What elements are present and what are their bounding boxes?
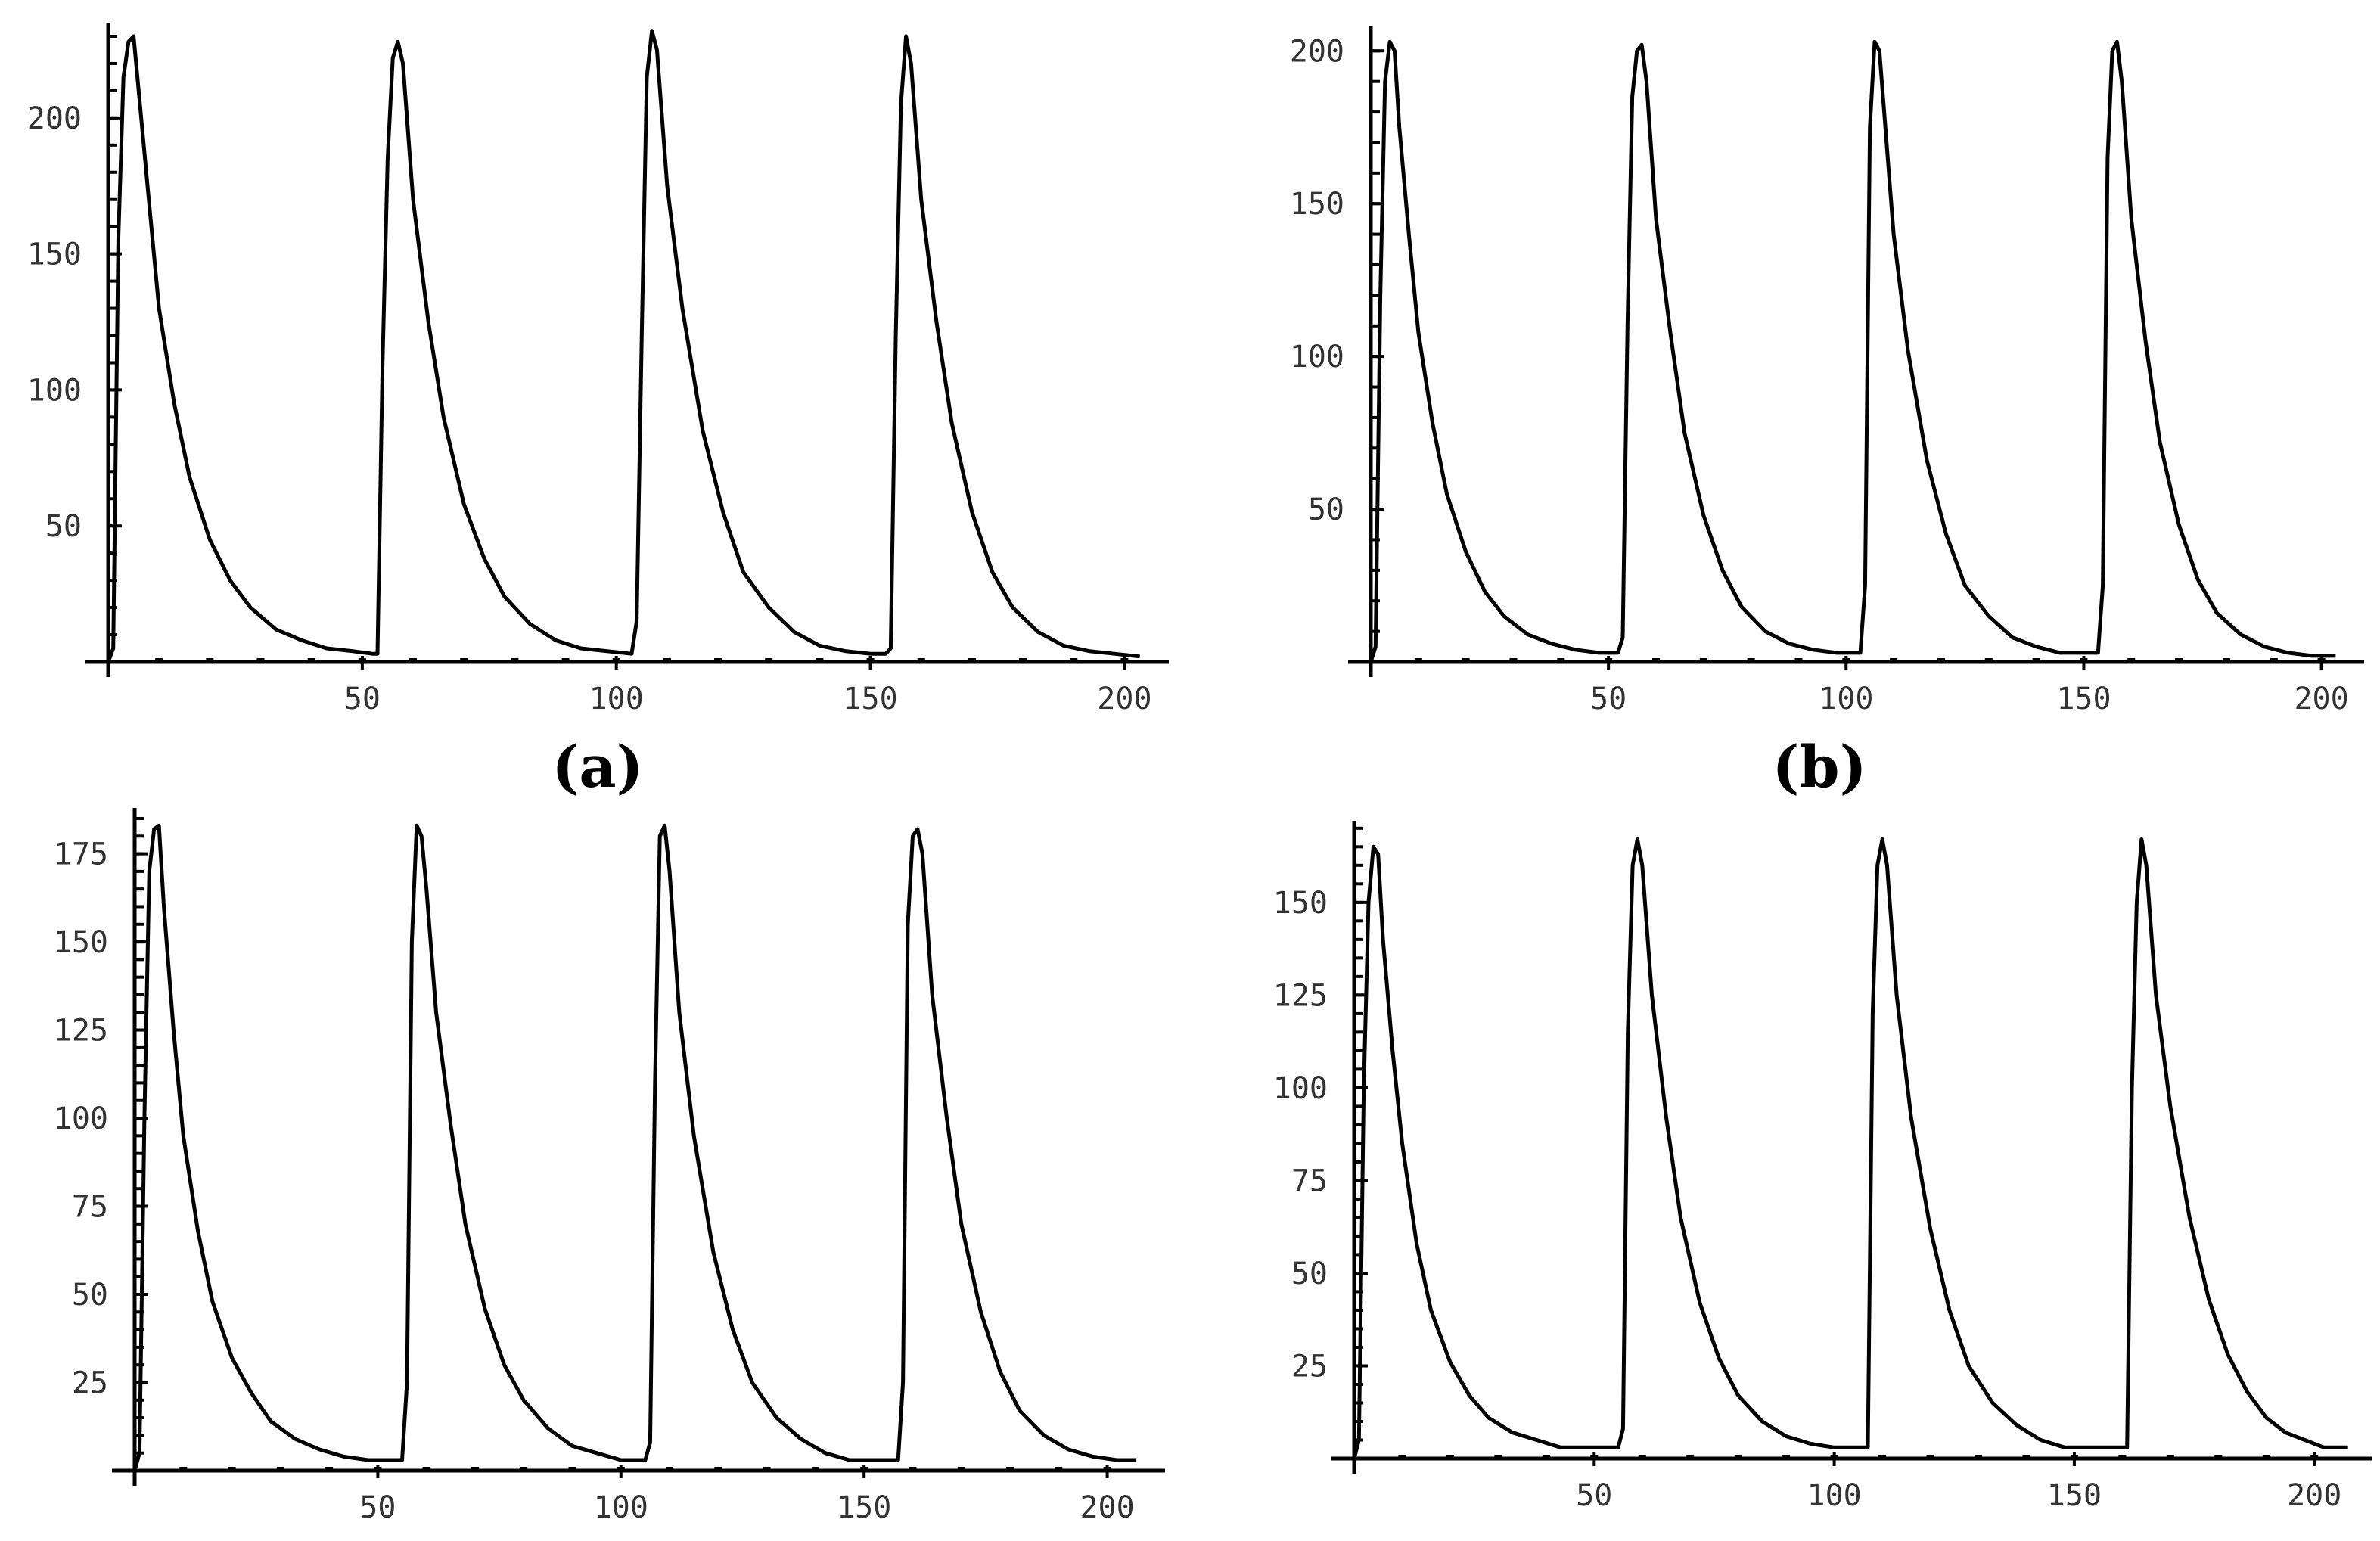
x-tick-label-d: 200: [2287, 1478, 2341, 1513]
y-tick-label-a: 50: [45, 509, 82, 544]
x-tick-label-b: 200: [2294, 682, 2348, 716]
chart-panel-b: 50 100 150 200 50 100 150 200 (b): [1290, 26, 2364, 800]
panel-caption-b: (b): [1772, 733, 1866, 800]
y-tick-label-c: 50: [72, 1278, 108, 1313]
y-tick-label-d: 125: [1273, 978, 1328, 1013]
series-line-d: [1352, 837, 2348, 1459]
chart-panel-a: 50 100 150 200 50 100 150 200 (a): [27, 23, 1169, 800]
y-tick-label-c: 100: [54, 1101, 108, 1136]
y-tick-label-b: 150: [1290, 187, 1344, 222]
x-tick-label-a: 200: [1097, 682, 1151, 716]
y-tick-label-d: 50: [1291, 1257, 1328, 1291]
chart-panel-d: 50 100 150 200 25 50 75 100 125 150: [1273, 821, 2372, 1513]
y-tick-label-b: 50: [1308, 492, 1344, 527]
y-tick-label-d: 100: [1273, 1071, 1328, 1106]
x-tick-label-b: 150: [2056, 682, 2111, 716]
x-tick-label-d: 100: [1807, 1478, 1861, 1513]
y-tick-label-b: 200: [1290, 34, 1344, 69]
x-tick-label-b: 50: [1590, 682, 1627, 716]
y-tick-label-c: 150: [54, 925, 108, 960]
series-line-c: [132, 823, 1137, 1471]
y-tick-label-c: 125: [54, 1014, 108, 1049]
chart-panel-c: 50 100 150 200 25 50 75 100 125 150 175: [54, 808, 1165, 1525]
y-tick-label-c: 75: [72, 1190, 108, 1225]
x-tick-label-d: 50: [1576, 1478, 1612, 1513]
series-line-b: [1369, 39, 2336, 663]
y-tick-label-c: 25: [72, 1366, 108, 1401]
x-tick-label-c: 100: [594, 1490, 648, 1525]
x-tick-label-c: 200: [1080, 1490, 1134, 1525]
series-line-a: [106, 29, 1140, 663]
y-tick-label-c: 175: [54, 837, 108, 872]
y-tick-label-a: 200: [27, 101, 82, 136]
x-tick-label-d: 150: [2047, 1478, 2102, 1513]
y-tick-label-a: 100: [27, 373, 82, 408]
x-tick-label-c: 150: [837, 1490, 891, 1525]
x-tick-label-b: 100: [1819, 682, 1873, 716]
y-tick-label-d: 75: [1291, 1164, 1328, 1198]
y-tick-label-d: 150: [1273, 886, 1328, 921]
y-tick-label-d: 25: [1291, 1349, 1328, 1384]
x-tick-label-a: 50: [344, 682, 381, 716]
x-tick-label-a: 150: [843, 682, 897, 716]
panel-caption-a: (a): [552, 733, 643, 800]
y-tick-label-b: 100: [1290, 340, 1344, 374]
y-tick-label-a: 150: [27, 238, 82, 272]
x-tick-label-a: 100: [589, 682, 644, 716]
x-tick-label-c: 50: [359, 1490, 396, 1525]
